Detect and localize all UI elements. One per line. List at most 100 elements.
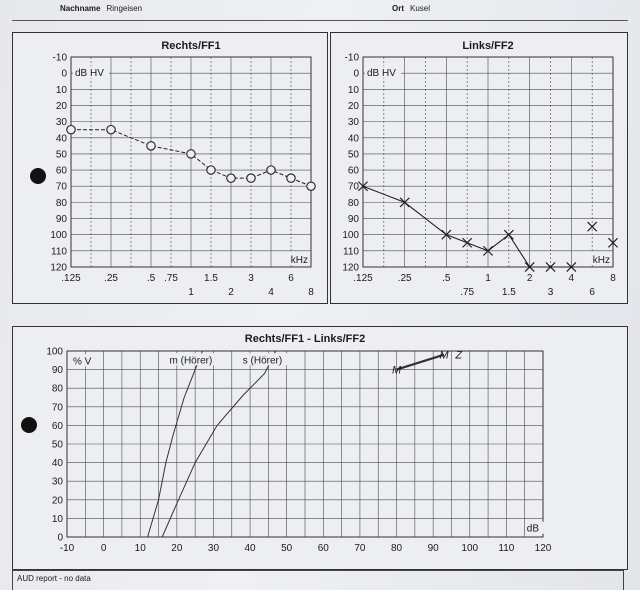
y-tick-label: 10	[56, 85, 68, 96]
threshold-point-x	[441, 229, 452, 240]
threshold-point-circle	[66, 124, 76, 135]
ylabel-bg	[70, 354, 98, 367]
y-tick-label: 120	[50, 263, 67, 274]
x-tick-label: 1	[188, 287, 194, 298]
x-tick-label: 6	[589, 287, 595, 298]
threshold-point-x	[399, 197, 410, 208]
y-tick-label: 40	[56, 133, 68, 144]
header-divider	[12, 20, 628, 21]
y-tick-label: 0	[61, 69, 67, 80]
x-tick-label: 4	[569, 273, 575, 284]
y-tick-label: 30	[348, 117, 360, 128]
x-tick-label: 100	[461, 543, 478, 554]
y-tick-label: 10	[348, 85, 360, 96]
x-axis-unit: kHz	[593, 255, 610, 266]
speech-audiogram: Rechts/FF1 - Links/FF2 0 10 20 30 40 50 60 70 80 9…	[46, 333, 552, 554]
x-tick-label: .75	[164, 273, 178, 284]
x-tick-label: .5	[442, 273, 451, 284]
ylabel-bg	[365, 66, 401, 79]
y-tick-label: 50	[348, 149, 360, 160]
x-tick-label: .5	[147, 273, 156, 284]
y-tick-label: -10	[345, 53, 360, 64]
x-tick-label: 1	[485, 273, 491, 284]
y-tick-label: 20	[52, 495, 64, 506]
y-tick-label: 110	[51, 246, 67, 257]
ylabel-bg	[73, 66, 109, 79]
audiogram-right-panel: Rechts/FF1 -10 0 10 20 30 40 50 60 70 80 90 100 110 12…	[12, 32, 328, 304]
threshold-point-circle	[286, 173, 296, 183]
x-tick-label: 60	[318, 543, 330, 554]
threshold-point-x	[357, 181, 369, 192]
name-label: Nachname	[60, 4, 101, 13]
threshold-point-x	[545, 261, 556, 273]
y-tick-label: -10	[53, 53, 68, 64]
y-tick-label: 10	[52, 514, 64, 525]
x-tick-label: 3	[548, 287, 554, 298]
place-label: Ort	[392, 4, 404, 13]
x-tick-label: 1.5	[502, 287, 516, 298]
x-tick-label: 40	[245, 543, 257, 554]
threshold-point-x	[482, 245, 494, 256]
x-tick-label: .125	[61, 273, 81, 284]
footer: AUD report - no data	[12, 570, 624, 590]
x-tick-label: 80	[391, 543, 403, 554]
audiogram-left: Links/FF2 -10 0 10 20 30 40 50 60 70 80 90 100 110 120…	[342, 40, 619, 298]
punch-hole	[21, 417, 37, 433]
discrimination-curve	[161, 350, 277, 538]
y-tick-label: 100	[342, 230, 359, 241]
x-tick-label: 10	[135, 543, 147, 554]
plot-frame	[362, 56, 614, 268]
x-tick-label: 1.5	[204, 273, 218, 284]
threshold-point-circle	[266, 165, 276, 175]
y-tick-label: 70	[348, 182, 360, 193]
y-axis-unit: dB HV	[75, 68, 104, 79]
threshold-point-circle	[106, 124, 116, 135]
y-axis-unit: dB HV	[367, 68, 396, 79]
y-tick-label: 30	[56, 117, 68, 128]
threshold-point-circle	[146, 141, 156, 151]
x-tick-label: 0	[101, 543, 107, 554]
discrimination-curve	[147, 350, 203, 538]
y-tick-label: 80	[348, 198, 360, 209]
y-tick-label: 0	[57, 533, 63, 544]
threshold-point-x	[566, 261, 577, 273]
threshold-point-x	[607, 237, 619, 248]
speech-audiogram-panel: Rechts/FF1 - Links/FF2 0 10 20 30 40 50 60 70 80 9…	[12, 326, 628, 570]
threshold-point-circle	[186, 149, 196, 159]
y-tick-label: 40	[52, 458, 64, 469]
grid	[70, 56, 312, 268]
threshold-point-circle	[206, 165, 216, 175]
threshold-point-x	[462, 237, 473, 248]
x-axis-unit: kHz	[291, 255, 308, 266]
plot-frame	[66, 350, 544, 538]
x-tick-label: .125	[353, 273, 373, 284]
footer-text: AUD report - no data	[17, 574, 91, 583]
punch-hole	[30, 168, 46, 184]
y-tick-label: 0	[353, 69, 359, 80]
chart-title: Links/FF2	[462, 40, 513, 52]
series-label: m (Hörer)	[170, 355, 213, 366]
y-tick-label: 20	[348, 101, 360, 112]
threshold-point-circle	[306, 181, 316, 191]
x-tick-label: 8	[308, 287, 314, 298]
threshold-point-x	[503, 229, 514, 240]
series-label: s (Hörer)	[243, 355, 282, 366]
threshold-point-circle	[226, 173, 236, 183]
x-tick-label: .75	[460, 287, 474, 298]
y-tick-label: 20	[56, 101, 68, 112]
y-tick-label: 90	[56, 214, 68, 225]
y-tick-label: 50	[56, 149, 68, 160]
x-tick-label: 120	[535, 543, 552, 554]
x-tick-label: 20	[171, 543, 183, 554]
x-tick-label: .25	[398, 273, 412, 284]
y-tick-label: 80	[52, 384, 64, 395]
grid	[362, 56, 614, 268]
x-tick-label: 2	[228, 287, 234, 298]
chart-title: Rechts/FF1 - Links/FF2	[245, 333, 365, 345]
handwritten-annotation: Z	[454, 350, 463, 362]
y-tick-label: 70	[56, 182, 68, 193]
handwritten-annotation: M	[440, 350, 450, 362]
xlabel-bg	[285, 252, 309, 265]
x-axis-unit: dB	[527, 524, 540, 535]
